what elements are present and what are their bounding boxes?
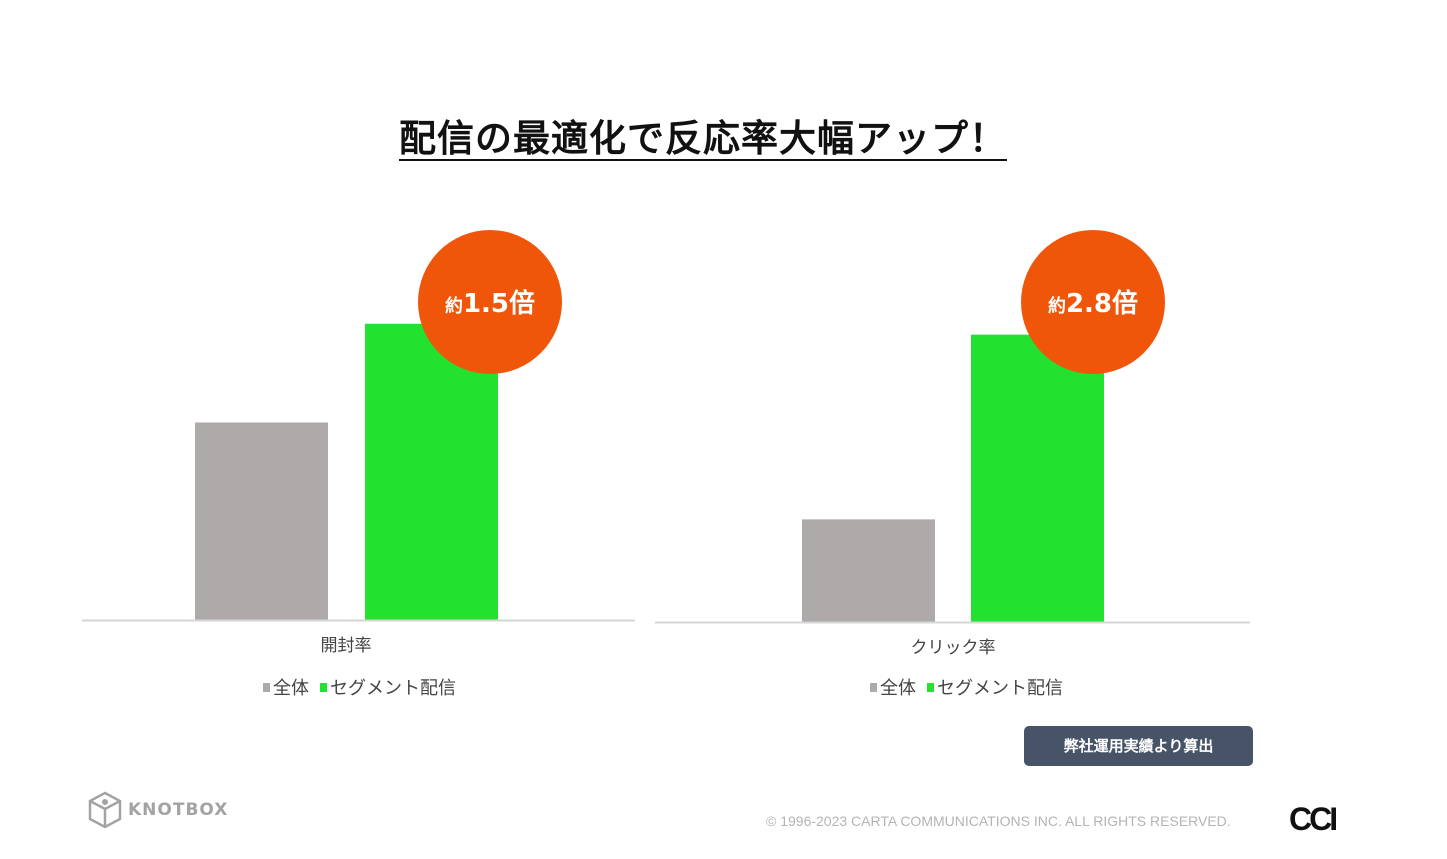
page-title: 配信の最適化で反応率大幅アップ！ bbox=[0, 108, 1406, 162]
knotbox-cube-icon bbox=[88, 791, 122, 829]
legend-label-overall: 全体 bbox=[880, 678, 916, 699]
legend-swatch-segment bbox=[320, 683, 327, 692]
legend-label-segment: セグメント配信 bbox=[937, 678, 1063, 699]
copyright-text: © 1996-2023 CARTA COMMUNICATIONS INC. AL… bbox=[766, 813, 1231, 829]
multiplier-text: 約2.8倍 bbox=[1048, 288, 1138, 319]
knotbox-logo: KNOTBOX bbox=[88, 790, 228, 830]
page-title-text: 配信の最適化で反応率大幅アップ！ bbox=[399, 117, 1007, 160]
bar-overall-1 bbox=[802, 519, 935, 622]
knotbox-wordmark: KNOTBOX bbox=[128, 800, 229, 820]
source-note-badge: 弊社運用実績より算出 bbox=[1024, 726, 1253, 766]
bar-overall-0 bbox=[195, 422, 328, 620]
legend-swatch-overall bbox=[263, 683, 270, 692]
category-label: 開封率 bbox=[321, 636, 372, 656]
multiplier-value: 1.5倍 bbox=[463, 288, 535, 319]
multiplier-badge bbox=[1021, 230, 1165, 374]
multiplier-value: 2.8倍 bbox=[1066, 288, 1138, 319]
multiplier-text: 約1.5倍 bbox=[445, 288, 535, 319]
multiplier-prefix: 約 bbox=[445, 295, 463, 317]
bar-segment-0 bbox=[365, 323, 498, 620]
bar-segment-1 bbox=[971, 334, 1104, 622]
multiplier-badge bbox=[418, 230, 562, 374]
legend-label-segment: セグメント配信 bbox=[330, 678, 456, 699]
multiplier-prefix: 約 bbox=[1048, 295, 1066, 317]
category-label: クリック率 bbox=[911, 638, 996, 658]
legend-label-overall: 全体 bbox=[273, 678, 309, 699]
legend-swatch-overall bbox=[870, 683, 877, 692]
legend-swatch-segment bbox=[927, 683, 934, 692]
cci-logo: CCI bbox=[1289, 801, 1338, 837]
